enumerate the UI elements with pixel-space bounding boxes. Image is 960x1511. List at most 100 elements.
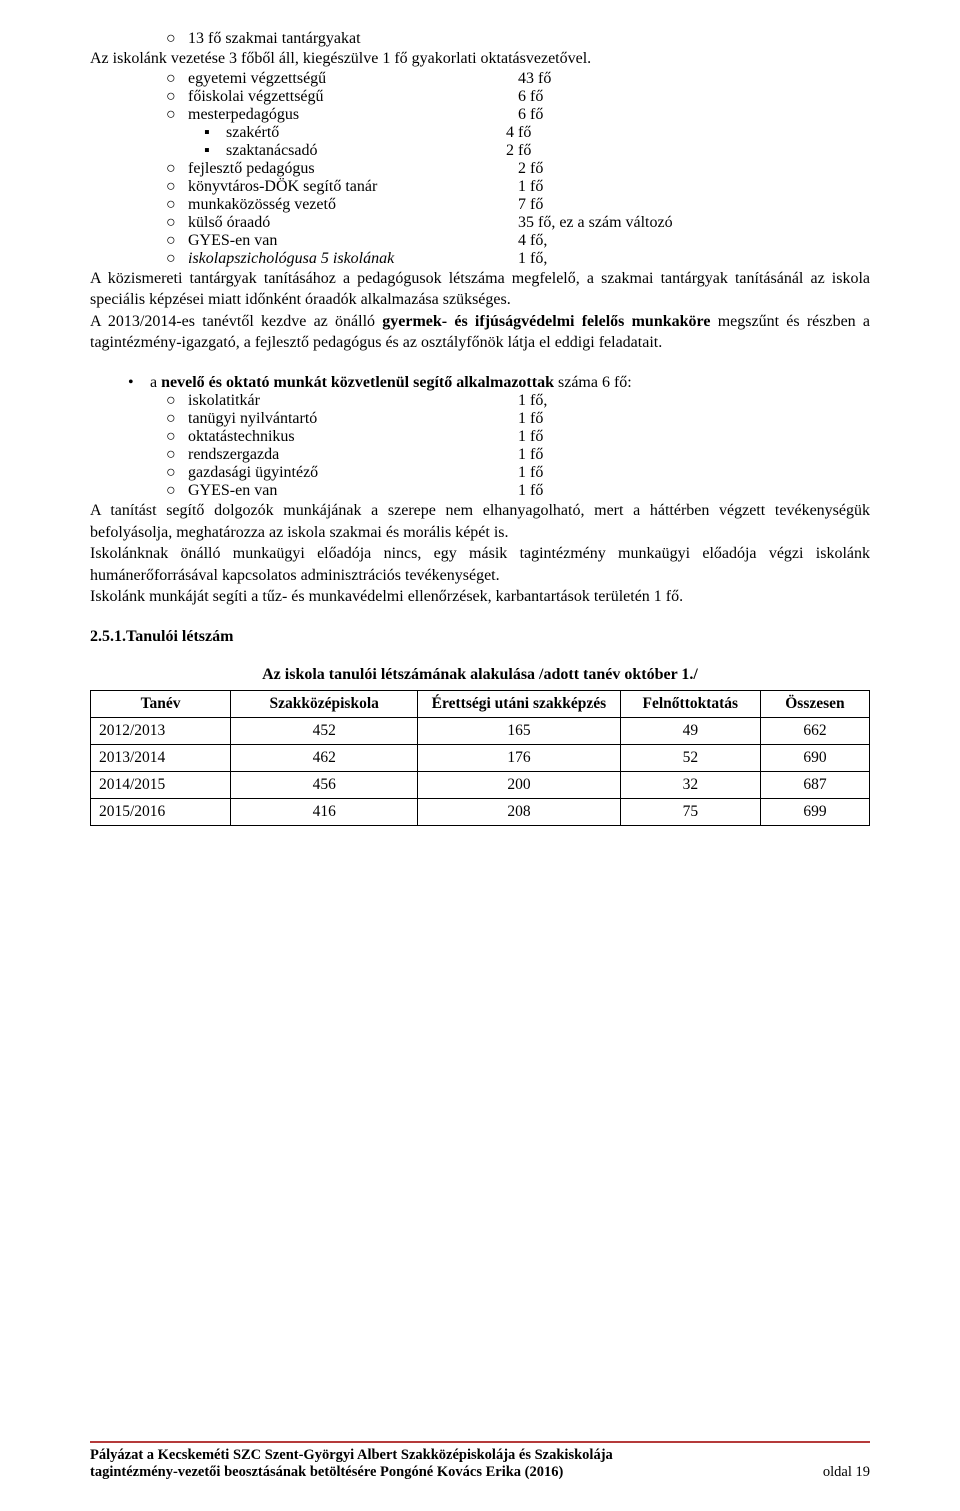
text: A 2013/2014-es tanévtől kezdve az önálló <box>90 313 382 330</box>
bullet-circle-icon: ○ <box>166 88 188 106</box>
table-cell: 52 <box>620 744 760 771</box>
intro-line: Az iskolánk vezetése 3 főből áll, kiegés… <box>90 48 870 70</box>
table-row: 2012/201345216549662 <box>91 717 870 744</box>
item-value: 7 fő <box>518 196 543 214</box>
key-value: külső óraadó35 fő, ez a szám változó <box>188 214 870 232</box>
list-group: ○egyetemi végzettségű43 fő○főiskolai vég… <box>90 70 870 124</box>
table-header-erettsegi: Érettségi utáni szakképzés <box>418 690 621 717</box>
bullet-circle-icon: ○ <box>166 428 188 446</box>
footer-line2: tagintézmény-vezetői beosztásának betölt… <box>90 1464 613 1481</box>
item-label: GYES-en van <box>188 482 518 500</box>
bullet-square-icon: ▪ <box>204 124 226 142</box>
table-head: Tanév Szakközépiskola Érettségi utáni sz… <box>91 690 870 717</box>
bullet-circle-icon: ○ <box>166 106 188 124</box>
list-item: ▪szakértő4 fő <box>204 124 870 142</box>
list-group: ○iskolatitkár1 fő,○tanügyi nyilvántartó1… <box>90 392 870 500</box>
bullet-circle-icon: ○ <box>166 482 188 500</box>
list-item: ○GYES-en van4 fő, <box>166 232 870 250</box>
key-value: GYES-en van1 fő <box>188 482 870 500</box>
item-label: tanügyi nyilvántartó <box>188 410 518 428</box>
footer-page-number: oldal 19 <box>793 1464 870 1481</box>
table-cell: 75 <box>620 798 760 825</box>
bullet-circle-icon: ○ <box>166 464 188 482</box>
key-value: gazdasági ügyintéző1 fő <box>188 464 870 482</box>
text-bold: nevelő és oktató munkát közvetlenül segí… <box>161 374 554 391</box>
list-group: ○fejlesztő pedagógus2 fő○könyvtáros-DÖK … <box>90 160 870 268</box>
bullet-circle-icon: ○ <box>166 446 188 464</box>
bullet-circle-icon: ○ <box>166 250 188 268</box>
paragraph: Iskolánknak önálló munkaügyi előadója ni… <box>90 543 870 586</box>
table-row: 2014/201545620032687 <box>91 771 870 798</box>
page-footer: Pályázat a Kecskeméti SZC Szent-Györgyi … <box>90 1441 870 1481</box>
item-label: egyetemi végzettségű <box>188 70 518 88</box>
key-value: iskolapszichológusa 5 iskolának1 fő, <box>188 250 870 268</box>
key-value: fejlesztő pedagógus2 fő <box>188 160 870 178</box>
bullet-circle-icon: ○ <box>166 70 188 88</box>
item-value: 4 fő <box>506 124 531 142</box>
table-cell: 2013/2014 <box>91 744 231 771</box>
table-cell: 200 <box>418 771 621 798</box>
table-cell: 2015/2016 <box>91 798 231 825</box>
list-item: ○egyetemi végzettségű43 fő <box>166 70 870 88</box>
bullet-circle-icon: ○ <box>166 410 188 428</box>
list-item: ○ 13 fő szakmai tantárgyakat <box>166 30 870 48</box>
table-cell: 452 <box>231 717 418 744</box>
key-value: tanügyi nyilvántartó1 fő <box>188 410 870 428</box>
key-value: mesterpedagógus6 fő <box>188 106 870 124</box>
paragraph: A 2013/2014-es tanévtől kezdve az önálló… <box>90 311 870 354</box>
item-value: 1 fő <box>518 410 543 428</box>
key-value: egyetemi végzettségű43 fő <box>188 70 870 88</box>
item-label: iskolatitkár <box>188 392 518 410</box>
table-cell: 32 <box>620 771 760 798</box>
item-label: szaktanácsadó <box>226 142 506 160</box>
list-item-label: 13 fő szakmai tantárgyakat <box>188 30 870 48</box>
bullet-circle-icon: ○ <box>166 214 188 232</box>
item-value: 1 fő <box>518 428 543 446</box>
list-item: ○főiskolai végzettségű6 fő <box>166 88 870 106</box>
table-cell: 2012/2013 <box>91 717 231 744</box>
key-value: GYES-en van4 fő, <box>188 232 870 250</box>
table-cell: 49 <box>620 717 760 744</box>
item-label: fejlesztő pedagógus <box>188 160 518 178</box>
table-header-osszesen: Összesen <box>760 690 869 717</box>
list-item: ○gazdasági ügyintéző1 fő <box>166 464 870 482</box>
item-value: 1 fő <box>518 178 543 196</box>
list-item: ○külső óraadó35 fő, ez a szám változó <box>166 214 870 232</box>
bullet-circle-icon: ○ <box>166 30 188 48</box>
item-value: 43 fő <box>518 70 551 88</box>
table-row: 2015/201641620875699 <box>91 798 870 825</box>
key-value: rendszergazda1 fő <box>188 446 870 464</box>
list-item: ○mesterpedagógus6 fő <box>166 106 870 124</box>
bullet-circle-icon: ○ <box>166 196 188 214</box>
table-cell: 456 <box>231 771 418 798</box>
bullet-circle-icon: ○ <box>166 160 188 178</box>
list-subgroup: ▪szakértő4 fő▪szaktanácsadó2 fő <box>90 124 870 160</box>
table-body: 2012/2013452165496622013/201446217652690… <box>91 717 870 825</box>
section-heading: 2.5.1.Tanulói létszám <box>90 628 870 646</box>
paragraph: Iskolánk munkáját segíti a tűz- és munka… <box>90 586 870 608</box>
text: a <box>150 374 161 391</box>
item-value: 1 fő, <box>518 392 547 410</box>
list-item-label: a nevelő és oktató munkát közvetlenül se… <box>150 374 870 392</box>
item-value: 2 fő <box>518 160 543 178</box>
text: száma 6 fő: <box>554 374 632 391</box>
item-label: szakértő <box>226 124 506 142</box>
list-item: • a nevelő és oktató munkát közvetlenül … <box>128 374 870 392</box>
table-cell: 687 <box>760 771 869 798</box>
key-value: szakértő4 fő <box>226 124 870 142</box>
table-cell: 208 <box>418 798 621 825</box>
table-header-felnott: Felnőttoktatás <box>620 690 760 717</box>
item-label: külső óraadó <box>188 214 518 232</box>
key-value: főiskolai végzettségű6 fő <box>188 88 870 106</box>
list-item: ○iskolapszichológusa 5 iskolának1 fő, <box>166 250 870 268</box>
item-value: 6 fő <box>518 106 543 124</box>
footer-line1: Pályázat a Kecskeméti SZC Szent-Györgyi … <box>90 1447 613 1464</box>
item-value: 1 fő <box>518 464 543 482</box>
item-value: 1 fő, <box>518 250 547 268</box>
bullet-circle-icon: ○ <box>166 392 188 410</box>
table-cell: 462 <box>231 744 418 771</box>
table-cell: 165 <box>418 717 621 744</box>
key-value: munkaközösség vezető7 fő <box>188 196 870 214</box>
table-header-tanev: Tanév <box>91 690 231 717</box>
table-title: Az iskola tanulói létszámának alakulása … <box>90 666 870 684</box>
